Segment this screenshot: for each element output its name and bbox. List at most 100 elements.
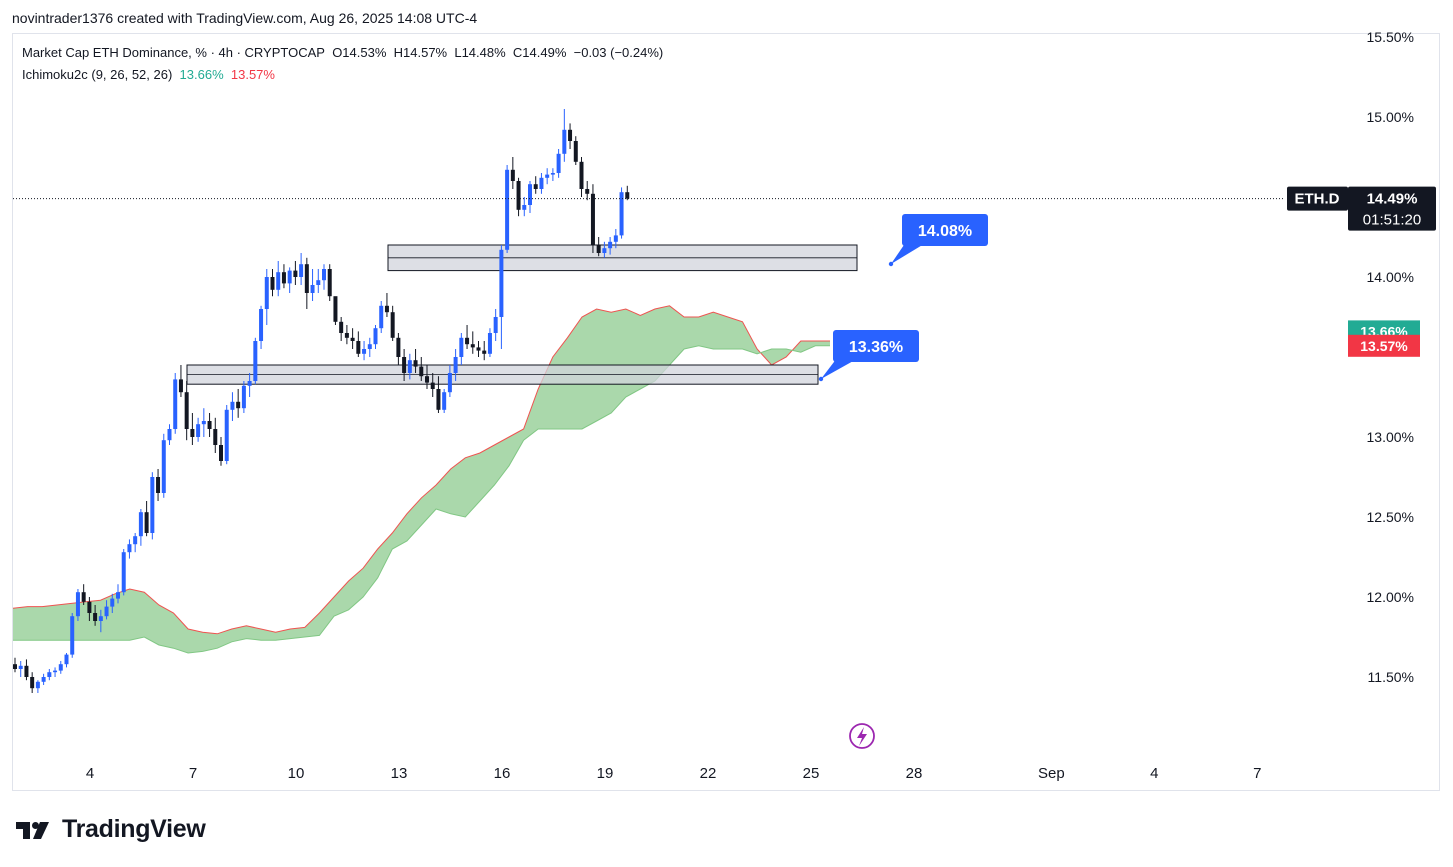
candle-body: [87, 601, 92, 613]
candle-body: [425, 376, 429, 383]
callout-pointer: [891, 242, 924, 264]
candle-body: [47, 672, 52, 677]
candle-body: [184, 392, 189, 429]
candle-body: [510, 169, 515, 181]
candle-body: [442, 392, 447, 410]
candle-body: [178, 379, 183, 393]
attribution-text: novintrader1376 created with TradingView…: [12, 10, 478, 26]
candle-body: [356, 341, 361, 354]
ohlc-close: C14.49%: [512, 45, 567, 60]
x-tick-label: 16: [494, 765, 511, 782]
price-callout[interactable]: [833, 330, 919, 362]
candle-body: [528, 184, 532, 205]
candle-body: [596, 245, 601, 253]
tradingview-wordmark: TradingView: [62, 815, 206, 843]
x-tick-label: 10: [288, 765, 305, 782]
candle-body: [384, 305, 389, 313]
x-tick-label: 4: [86, 765, 94, 782]
candle-body: [419, 366, 424, 377]
candle-body: [545, 174, 550, 178]
candle-body: [104, 606, 109, 617]
price-tag: [1348, 186, 1436, 231]
candle-body: [133, 536, 138, 545]
ohlc-high: H14.57%: [393, 45, 448, 60]
cloud-tag-red-label: 13.57%: [1360, 338, 1408, 354]
candle-body: [70, 616, 75, 655]
candle-body: [396, 337, 401, 357]
x-tick-label: 7: [1253, 765, 1261, 782]
candle-body: [465, 337, 470, 345]
y-tick-label: 15.00%: [1367, 109, 1414, 125]
ohlc-low: L14.48%: [454, 45, 506, 60]
callout-anchor-dot: [888, 261, 894, 267]
candle-body: [219, 445, 223, 461]
price-tag-value: 14.49%: [1367, 191, 1418, 208]
x-tick-label: 22: [700, 765, 717, 782]
candle-body: [316, 280, 321, 285]
ohlc-change: −0.03 (−0.24%): [573, 45, 664, 60]
candle-body: [30, 677, 35, 689]
candle-body: [613, 235, 618, 242]
indicator-value-red: 13.57%: [230, 67, 275, 82]
candle-body: [35, 681, 40, 689]
price-tag-countdown: 01:51:20: [1363, 212, 1421, 229]
price-callout-label: 14.08%: [918, 223, 972, 240]
candle-body: [81, 592, 86, 602]
candle-body: [522, 205, 527, 210]
cloud-span-a-line: [12, 305, 830, 635]
candle-body: [190, 429, 195, 437]
price-callout[interactable]: [902, 214, 988, 246]
candle-body: [287, 270, 292, 284]
symbol-legend: Market Cap ETH Dominance, % · 4h · CRYPT…: [22, 45, 663, 60]
candle-body: [493, 317, 498, 333]
indicator-value-green: 13.66%: [179, 67, 224, 82]
candle-body: [562, 129, 567, 154]
candle-body: [373, 328, 378, 345]
y-tick-label: 15.50%: [1367, 29, 1414, 45]
candle-body: [121, 552, 126, 593]
candle-body: [499, 249, 504, 317]
candle-body: [310, 285, 315, 293]
x-tick-label: Sep: [1038, 765, 1065, 782]
indicator-legend[interactable]: Ichimoku2c (9, 26, 52, 26) 13.66% 13.57%: [22, 67, 275, 82]
candle-body: [58, 664, 63, 671]
candle-body: [236, 401, 241, 409]
candle-body: [281, 272, 286, 284]
axes: 15.50% 15.00% 14.00% 13.00% 12.50% 12.00% 11.5…: [86, 29, 1414, 782]
candle-body: [230, 401, 235, 410]
candle-body: [533, 184, 538, 189]
candle-body: [259, 309, 264, 341]
candle-body: [144, 512, 149, 533]
candle-body: [247, 381, 252, 386]
candle-body: [585, 189, 590, 194]
symbol-tag: [1287, 186, 1348, 211]
chart-plot-area: [13, 34, 1340, 760]
candle-body: [447, 373, 452, 393]
tradingview-logo[interactable]: TradingView: [16, 815, 206, 844]
candle-body: [407, 360, 412, 373]
candle-body: [13, 664, 17, 669]
callout-pointer: [821, 358, 855, 379]
cloud-span-b-line: [13, 345, 830, 654]
candle-body: [24, 665, 29, 677]
candle-body: [470, 344, 475, 348]
candle-body: [550, 173, 555, 175]
candle-body: [476, 347, 481, 351]
candle-body: [327, 269, 332, 297]
candle-body: [516, 181, 521, 210]
candle-body: [167, 429, 172, 441]
candle-body: [350, 337, 355, 341]
candle-body: [127, 544, 132, 553]
y-tick-label: 12.50%: [1367, 509, 1414, 525]
y-tick-label: 11.50%: [1368, 669, 1414, 685]
plot-background[interactable]: [13, 34, 1340, 760]
candle-body: [602, 248, 607, 253]
candle-body: [402, 357, 407, 373]
candle-body: [293, 270, 298, 277]
x-tick-label: 28: [906, 765, 923, 782]
candle-body: [436, 389, 441, 410]
candle-body: [64, 654, 69, 665]
candle-body: [413, 360, 418, 367]
candle-body: [98, 616, 103, 621]
